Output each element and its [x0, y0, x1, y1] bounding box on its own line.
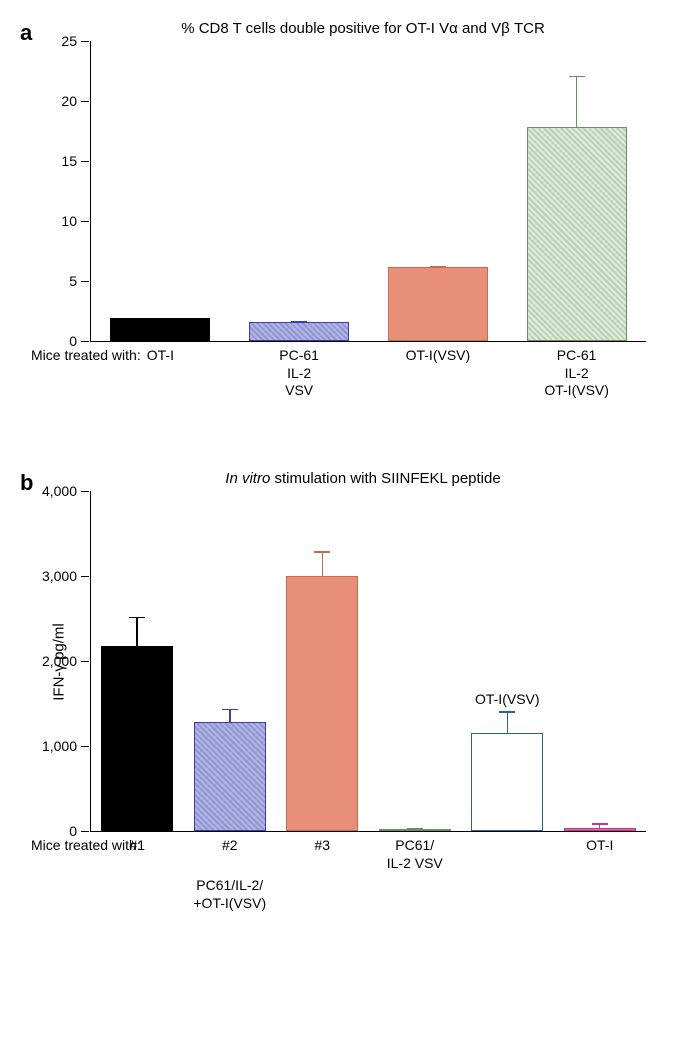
error-cap — [222, 709, 238, 711]
panel-b-label: b — [20, 470, 33, 496]
x-tick-label: PC-61IL-2OT-I(VSV) — [544, 341, 609, 400]
panel-b-title-italic: In vitro — [225, 470, 270, 487]
x-axis-caption: Mice treated with: — [31, 831, 141, 853]
bar — [194, 722, 266, 831]
error-cap — [407, 828, 423, 830]
y-tick-label: 5 — [69, 273, 91, 289]
bar — [286, 576, 358, 831]
bar-annotation: OT-I(VSV) — [475, 691, 540, 707]
error-cap — [499, 711, 515, 713]
panel-b-plot: 01,0002,0003,0004,000#1#2#3PC61/IL-2 VSV… — [90, 491, 646, 832]
error-cap — [129, 617, 145, 619]
error-cap — [314, 551, 330, 553]
error-bar — [322, 551, 324, 576]
bar — [110, 318, 210, 341]
bar — [249, 322, 349, 341]
error-bar — [136, 617, 138, 646]
error-bar — [507, 711, 509, 733]
x-axis-caption: Mice treated with: — [31, 341, 141, 363]
error-bar — [576, 76, 578, 128]
error-cap — [152, 318, 168, 320]
panel-b-title-rest: stimulation with SIINFEKL peptide — [270, 470, 500, 487]
x-tick-label: PC61/IL-2 VSV — [387, 831, 443, 872]
x-tick-label: #3 — [314, 831, 330, 855]
bar — [388, 267, 488, 341]
bar — [527, 127, 627, 341]
error-cap — [291, 321, 307, 323]
panel-a-title: % CD8 T cells double positive for OT-I V… — [20, 20, 666, 37]
error-cap — [430, 266, 446, 268]
y-tick-label: 20 — [61, 93, 91, 109]
y-tick-label: 2,000 — [42, 653, 91, 669]
bar — [101, 646, 173, 831]
panel-b: b In vitro stimulation with SIINFEKL pep… — [20, 470, 666, 960]
y-tick-label: 10 — [61, 213, 91, 229]
x-tick-label: PC-61IL-2VSV — [279, 341, 319, 400]
panel-b-title: In vitro stimulation with SIINFEKL pepti… — [20, 470, 666, 487]
error-cap — [569, 76, 585, 78]
panel-a-plot: 0510152025OT-IPC-61IL-2VSVOT-I(VSV)PC-61… — [90, 41, 646, 342]
error-bar — [229, 709, 231, 723]
y-tick-label: 1,000 — [42, 738, 91, 754]
y-tick-label: 25 — [61, 33, 91, 49]
y-tick-label: 4,000 — [42, 483, 91, 499]
x-axis-group-caption: PC61/IL-2/+OT-I(VSV) — [193, 831, 266, 912]
x-tick-label: OT-I — [586, 831, 613, 855]
x-tick-label: OT-I(VSV) — [406, 341, 471, 365]
y-tick-label: 15 — [61, 153, 91, 169]
panel-a: a % CD8 T cells double positive for OT-I… — [20, 20, 666, 440]
y-tick-label: 3,000 — [42, 568, 91, 584]
x-tick-label: OT-I — [147, 341, 174, 365]
error-cap — [592, 823, 608, 825]
panel-a-label: a — [20, 20, 32, 46]
bar — [471, 733, 543, 831]
